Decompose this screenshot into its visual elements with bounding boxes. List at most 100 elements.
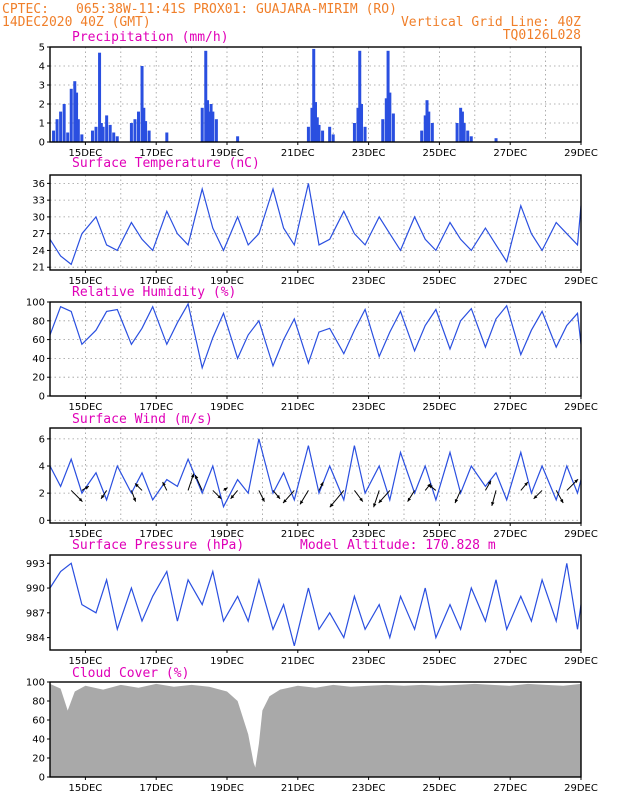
humidity-line: [49, 302, 582, 370]
wind-arrow-head: [454, 499, 459, 503]
wind-arrow: [299, 490, 309, 505]
x-tick-label: 25DEC: [423, 276, 457, 287]
y-tick-label: 60: [32, 335, 45, 346]
precip-bar: [306, 126, 310, 142]
precip-bar: [165, 132, 169, 142]
panel-title-pressure: Surface Pressure (hPa): [72, 538, 244, 553]
wind-arrow: [282, 490, 295, 504]
precip-bar: [52, 130, 56, 142]
x-tick-label: 17DEC: [139, 656, 173, 667]
x-tick-label: 23DEC: [352, 148, 386, 159]
wind-arrow-head: [223, 487, 228, 492]
wind-arrow-head: [359, 497, 363, 502]
x-tick-label: 21DEC: [281, 276, 315, 287]
x-tick-label: 23DEC: [352, 276, 386, 287]
panel-title-wind: Surface Wind (m/s): [72, 412, 213, 427]
wind-arrow-head: [491, 501, 495, 506]
wind-arrow-head: [217, 495, 222, 499]
precip-bar: [236, 136, 240, 142]
x-tick-label: 17DEC: [139, 783, 173, 794]
wind-arrow-head: [378, 499, 383, 503]
x-tick-label: 21DEC: [281, 529, 315, 540]
y-tick-label: 2: [39, 489, 45, 500]
precip-bar: [430, 123, 434, 142]
x-tick-label: 27DEC: [493, 783, 527, 794]
wind-arrow: [533, 490, 543, 500]
x-tick-label: 29DEC: [564, 148, 598, 159]
precip-bar: [360, 104, 364, 142]
precip-bar: [115, 136, 119, 142]
y-tick-label: 40: [32, 354, 45, 365]
panel-frame: [49, 301, 582, 397]
precip-bar: [460, 111, 464, 142]
wind-arrow-head: [132, 497, 136, 502]
x-tick-label: 19DEC: [210, 783, 244, 794]
precip-bar: [363, 126, 367, 142]
precip-bar: [98, 52, 102, 143]
x-tick-label: 19DEC: [210, 656, 244, 667]
panels: Precipitation (mm/h) 0 1 2 3 4 5 15DEC 17DEC 19DE…: [26, 30, 598, 794]
panel-pressure: Surface Pressure (hPa) Model Altitude: 17…: [26, 538, 598, 667]
precip-bar: [108, 124, 112, 142]
x-tick-label: 29DEC: [564, 402, 598, 413]
precip-bar: [105, 115, 109, 142]
wind-arrow: [223, 487, 228, 492]
y-tick-label: 0: [39, 773, 45, 784]
wind-arrow: [407, 490, 416, 502]
precip-bar: [90, 130, 94, 142]
precip-bar: [310, 107, 314, 142]
panel-annotation-pressure: Model Altitude: 170.828 m: [300, 538, 496, 553]
precip-bar: [140, 66, 144, 142]
precip-bar: [75, 92, 79, 142]
y-tick-label: 0: [39, 392, 45, 403]
wind-arrow-shaft: [329, 490, 345, 508]
wind-arrow-head: [101, 494, 105, 499]
precip-bar: [462, 123, 466, 142]
wind-arrow: [134, 483, 143, 491]
x-tick-label: 27DEC: [493, 276, 527, 287]
wind-arrow-head: [195, 475, 199, 479]
panel-frame: [49, 554, 582, 651]
precip-bar: [317, 124, 321, 142]
x-tick-label: 27DEC: [493, 402, 527, 413]
x-tick-label: 27DEC: [493, 656, 527, 667]
x-tick-label: 29DEC: [564, 529, 598, 540]
y-tick-label: 6: [39, 434, 45, 445]
y-tick-label: 100: [26, 678, 45, 689]
y-tick-label: 3: [39, 81, 45, 92]
y-tick-label: 4: [39, 462, 45, 473]
panel-title-precipitation: Precipitation (mm/h): [72, 30, 229, 45]
precip-bar: [459, 107, 463, 142]
wind-arrow-head: [428, 484, 433, 489]
x-tick-label: 23DEC: [352, 402, 386, 413]
y-tick-label: 2: [39, 100, 45, 111]
precip-bar: [73, 81, 77, 142]
y-tick-label: 30: [32, 212, 45, 223]
precip-bar: [358, 50, 362, 142]
precip-bar: [425, 100, 429, 142]
x-tick-label: 29DEC: [564, 276, 598, 287]
precip-bar: [99, 123, 103, 142]
x-tick-label: 21DEC: [281, 656, 315, 667]
panel-title-temperature: Surface Temperature (nC): [72, 156, 260, 171]
precip-bar: [55, 119, 59, 142]
wind-arrow: [258, 490, 265, 502]
wind-arrow-head: [276, 494, 280, 499]
y-tick-label: 40: [32, 735, 45, 746]
precip-bar: [388, 92, 392, 142]
precip-bar: [59, 111, 63, 142]
wind-arrow: [373, 490, 380, 508]
wind-arrow-head: [283, 499, 287, 503]
y-tick-label: 0: [39, 138, 45, 149]
panel-cloud: Cloud Cover (%) 0 20 40 60 80 100 15DEC 17DEC 19D…: [26, 666, 598, 794]
y-tick-label: 24: [32, 246, 45, 257]
y-tick-label: 984: [26, 633, 45, 644]
y-tick-label: 20: [32, 754, 45, 765]
panel-title-cloud: Cloud Cover (%): [72, 666, 189, 681]
x-tick-label: 19DEC: [210, 276, 244, 287]
x-tick-label: 15DEC: [69, 148, 103, 159]
precip-bar: [133, 119, 137, 142]
x-tick-label: 15DEC: [69, 402, 103, 413]
wind-arrow-head: [261, 497, 265, 502]
